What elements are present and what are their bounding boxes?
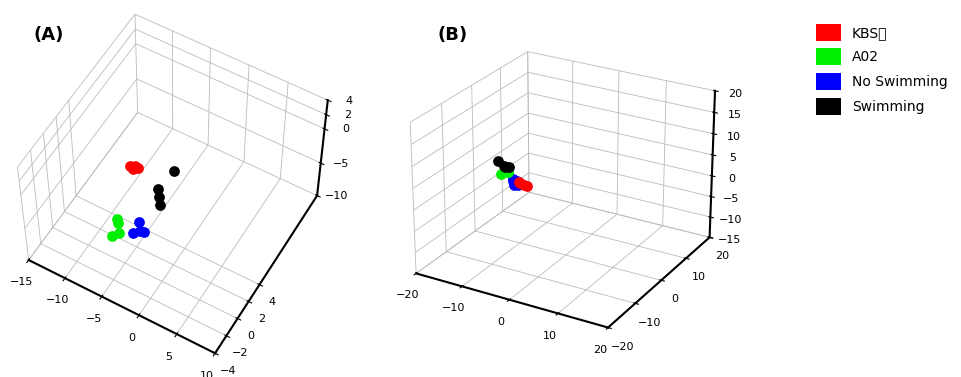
Text: (A): (A)	[34, 26, 64, 44]
Text: (B): (B)	[437, 26, 467, 44]
Legend: KBS탕, A02, No Swimming, Swimming: KBS탕, A02, No Swimming, Swimming	[809, 18, 952, 120]
